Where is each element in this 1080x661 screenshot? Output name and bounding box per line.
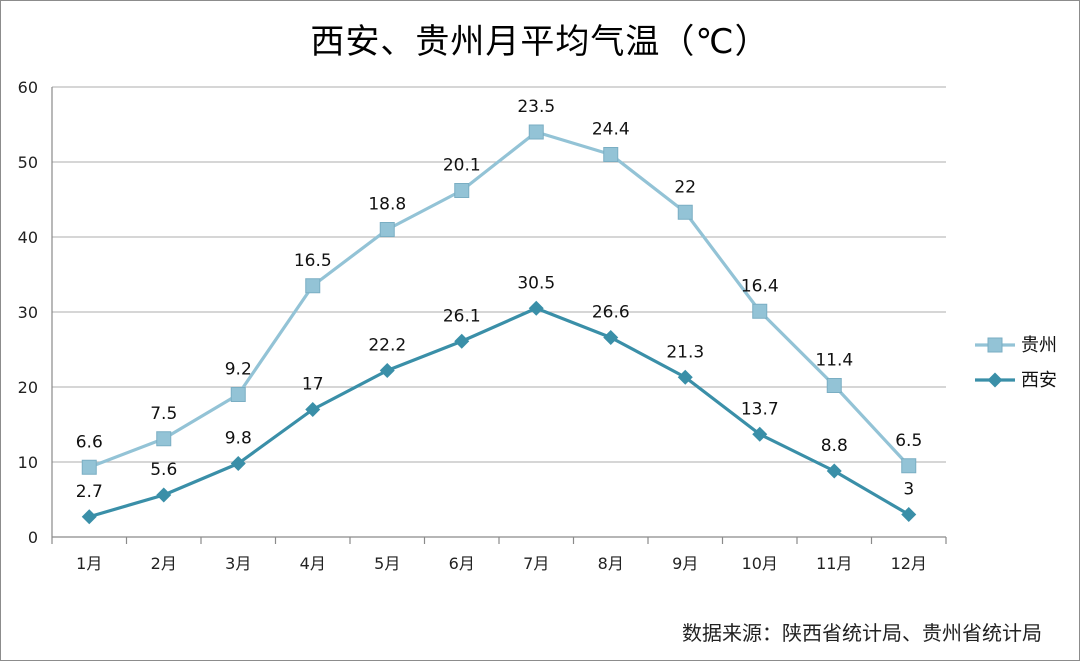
data-point xyxy=(305,278,321,294)
y-tick-label: 10 xyxy=(18,453,38,472)
x-tick-label: 3月 xyxy=(225,554,251,573)
data-point xyxy=(826,378,842,393)
y-tick-label: 50 xyxy=(18,153,38,172)
data-label: 26.1 xyxy=(443,306,481,326)
legend-label: 贵州 xyxy=(1021,335,1057,356)
data-label: 30.5 xyxy=(517,273,555,293)
data-point xyxy=(156,487,172,503)
data-point xyxy=(987,372,1003,388)
data-point xyxy=(901,458,917,474)
data-point xyxy=(230,387,246,402)
data-label: 17 xyxy=(302,375,324,395)
x-tick-label: 4月 xyxy=(300,554,326,573)
data-label: 16.4 xyxy=(741,276,779,296)
x-tick-label: 2月 xyxy=(151,554,177,573)
data-label: 3 xyxy=(903,480,914,500)
data-point xyxy=(528,124,544,140)
data-point xyxy=(81,459,97,475)
data-point xyxy=(454,333,470,349)
data-label: 5.6 xyxy=(150,460,177,480)
y-axis-ticks: 0 10 20 30 40 50 60 xyxy=(18,78,38,547)
data-label: 18.8 xyxy=(368,195,406,215)
data-label: 26.6 xyxy=(592,303,630,323)
series-line xyxy=(88,306,910,519)
data-label: 21.3 xyxy=(666,342,704,362)
data-label: 2.7 xyxy=(76,482,103,502)
data-point xyxy=(826,463,842,479)
chart-title: 西安、贵州月平均气温（℃） xyxy=(310,22,770,62)
data-label: 24.4 xyxy=(592,120,630,140)
data-labels: 6.6 7.5 9.2 16.5 18.8 20.1 23.5 24.4 22 16.4 11.4 6… xyxy=(76,97,923,502)
data-point xyxy=(901,507,917,522)
source-note: 数据来源：陕西省统计局、贵州省统计局 xyxy=(682,621,1042,645)
data-label: 9.8 xyxy=(225,429,252,449)
data-point xyxy=(752,303,768,319)
y-tick-label: 20 xyxy=(18,378,38,397)
x-tick-label: 10月 xyxy=(742,554,778,573)
y-tick-label: 60 xyxy=(18,78,38,97)
gridlines xyxy=(52,86,946,463)
data-label: 23.5 xyxy=(517,97,555,117)
data-label: 7.5 xyxy=(150,404,177,424)
data-point xyxy=(603,147,619,162)
data-label: 9.2 xyxy=(225,360,252,380)
data-label: 6.5 xyxy=(895,431,922,451)
x-tick-label: 12月 xyxy=(891,554,927,573)
legend-label: 西安 xyxy=(1021,370,1057,391)
data-label: 20.1 xyxy=(443,156,481,176)
data-point xyxy=(379,222,395,237)
data-label: 13.7 xyxy=(741,399,779,419)
data-point xyxy=(987,337,1003,353)
x-tick-label: 7月 xyxy=(523,554,549,573)
data-point xyxy=(379,363,395,378)
x-tick-label: 5月 xyxy=(374,554,400,573)
x-tick-label: 6月 xyxy=(449,554,475,573)
data-point xyxy=(752,426,768,442)
data-label: 22.2 xyxy=(368,336,406,356)
data-point xyxy=(603,330,619,345)
axes xyxy=(51,87,947,544)
data-point xyxy=(81,509,97,525)
x-tick-label: 8月 xyxy=(598,554,624,573)
y-tick-label: 30 xyxy=(18,303,38,322)
data-point xyxy=(305,402,321,417)
data-point xyxy=(677,369,693,385)
x-tick-label: 9月 xyxy=(672,554,698,573)
x-tick-label: 11月 xyxy=(816,554,852,573)
data-point xyxy=(528,300,544,316)
data-label: 22 xyxy=(674,177,696,197)
data-label: 6.6 xyxy=(76,432,103,452)
data-point xyxy=(230,456,246,471)
y-tick-label: 40 xyxy=(18,228,38,247)
series-line xyxy=(88,130,910,469)
series-layer xyxy=(81,124,917,525)
y-tick-label: 0 xyxy=(28,528,38,547)
data-label: 11.4 xyxy=(815,351,853,371)
x-tick-label: 1月 xyxy=(76,554,102,573)
data-label: 8.8 xyxy=(821,436,848,456)
data-point xyxy=(156,431,172,447)
data-label: 16.5 xyxy=(294,251,332,271)
data-point xyxy=(454,183,470,198)
data-point xyxy=(677,204,693,220)
x-axis-ticks: 1月 2月 3月 4月 5月 6月 7月 8月 9月 10月 11月 12月 xyxy=(76,554,927,573)
